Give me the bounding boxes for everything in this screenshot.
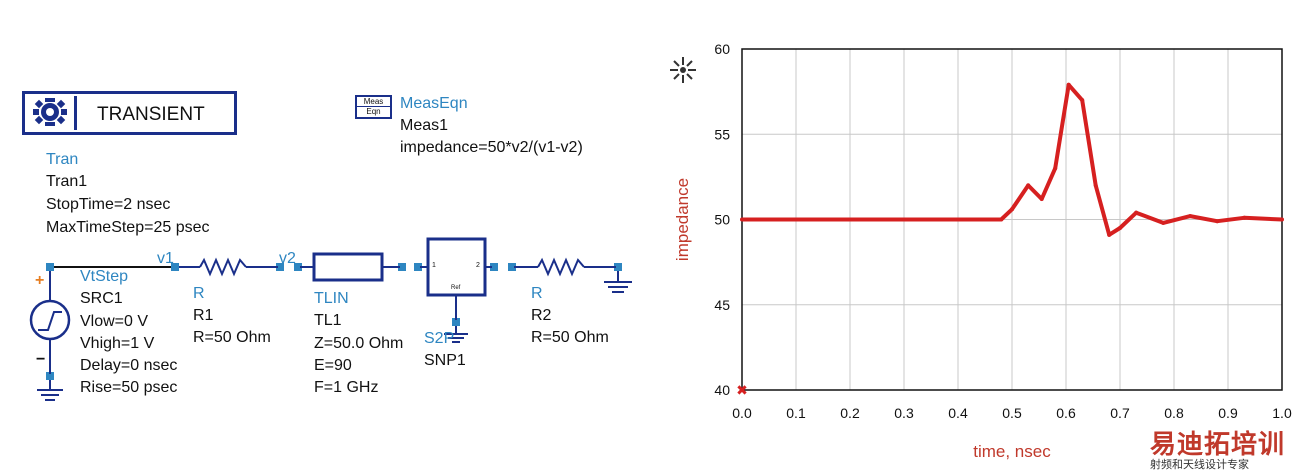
series-point bbox=[1093, 183, 1098, 188]
x-tick-labels: 0.0 0.1 0.2 0.3 0.4 0.5 0.6 0.7 0.8 0.9 1.0 bbox=[732, 405, 1292, 421]
y-tick-label: 55 bbox=[714, 126, 730, 142]
meas-eqn-icon[interactable]: Meas Eqn bbox=[355, 95, 392, 119]
source-vhigh-label: Vhigh=1 V bbox=[80, 335, 155, 352]
source-rise-label: Rise=50 psec bbox=[80, 379, 178, 396]
snp-port2-label: 2 bbox=[476, 262, 480, 269]
r1-value-label: R=50 Ohm bbox=[193, 329, 271, 346]
marker-star-icon[interactable] bbox=[668, 55, 698, 90]
series-point bbox=[1280, 217, 1284, 222]
circuit-wiring bbox=[29, 237, 632, 401]
source-vlow-label: Vlow=0 V bbox=[80, 313, 149, 330]
source-delay-label: Delay=0 nsec bbox=[80, 357, 178, 374]
series-point bbox=[1242, 215, 1247, 220]
snp-ref-label: Ref bbox=[451, 285, 461, 291]
meas-equation-label: impedance=50*v2/(v1-v2) bbox=[400, 139, 583, 156]
tlin-z-label: Z=50.0 Ohm bbox=[314, 335, 404, 352]
simulation-gear-icon bbox=[27, 96, 77, 130]
series-point bbox=[740, 217, 744, 222]
snp-port1-label: 1 bbox=[432, 262, 436, 269]
series-point bbox=[956, 217, 960, 222]
y-axis-label: impedance bbox=[673, 178, 692, 261]
source-name-label: SRC1 bbox=[80, 290, 123, 307]
transient-title: TRANSIENT bbox=[97, 104, 205, 125]
y-tick-label: 60 bbox=[714, 41, 730, 57]
x-tick-label: 1.0 bbox=[1272, 405, 1292, 421]
snp-type-label: S2P bbox=[424, 330, 455, 347]
series-points bbox=[740, 82, 1284, 237]
tlin-type-label: TLIN bbox=[314, 290, 349, 307]
series-point bbox=[1188, 214, 1193, 219]
snp-name-label: SNP1 bbox=[424, 352, 466, 369]
r2-name-label: R2 bbox=[531, 307, 552, 324]
tran-name-label: Tran1 bbox=[46, 173, 88, 190]
series-point bbox=[1010, 207, 1014, 212]
meas-icon-text-1: Meas bbox=[363, 97, 384, 106]
meas-name-label: Meas1 bbox=[400, 117, 449, 134]
x-tick-label: 0.4 bbox=[948, 405, 968, 421]
origin-marker-icon[interactable]: ✖ bbox=[736, 382, 748, 398]
r1-type-label: R bbox=[193, 285, 205, 302]
series-point bbox=[999, 217, 1004, 222]
node-v2-label: v2 bbox=[279, 250, 296, 267]
series-point bbox=[848, 217, 852, 222]
tran-stoptime-label: StopTime=2 nsec bbox=[46, 196, 171, 213]
r2-type-label: R bbox=[531, 285, 543, 302]
series-point bbox=[1026, 183, 1031, 188]
series-point bbox=[1066, 82, 1071, 87]
tlin-f-label: F=1 GHz bbox=[314, 379, 379, 396]
series-point bbox=[1118, 226, 1122, 231]
x-tick-label: 0.7 bbox=[1110, 405, 1130, 421]
series-point bbox=[1161, 220, 1166, 225]
series-point bbox=[1107, 232, 1112, 237]
series-point bbox=[1080, 98, 1085, 103]
x-tick-label: 0.5 bbox=[1002, 405, 1022, 421]
tlin-e-label: E=90 bbox=[314, 357, 352, 374]
watermark-logo-text: 易迪拓培训 bbox=[1150, 429, 1286, 459]
tran-type-label: Tran bbox=[46, 151, 79, 168]
y-tick-label: 50 bbox=[714, 212, 730, 228]
series-point bbox=[794, 217, 798, 222]
x-tick-label: 0.8 bbox=[1164, 405, 1184, 421]
watermark-subtitle: 射频和天线设计专家 bbox=[1150, 459, 1249, 471]
x-tick-label: 0.0 bbox=[732, 405, 752, 421]
transient-simulation-box[interactable]: TRANSIENT bbox=[22, 91, 237, 135]
tran-maxstep-label: MaxTimeStep=25 psec bbox=[46, 219, 210, 236]
series-point bbox=[902, 217, 906, 222]
meas-type-label: MeasEqn bbox=[400, 95, 468, 112]
x-tick-label: 0.2 bbox=[840, 405, 860, 421]
meas-icon-text-2: Eqn bbox=[357, 106, 390, 116]
y-tick-label: 40 bbox=[714, 382, 730, 398]
series-point bbox=[1053, 166, 1058, 171]
r2-value-label: R=50 Ohm bbox=[531, 329, 609, 346]
tlin-name-label: TL1 bbox=[314, 312, 342, 329]
x-axis-label: time, nsec bbox=[973, 442, 1051, 461]
node-v1-label: v1 bbox=[157, 250, 174, 267]
y-tick-label: 45 bbox=[714, 297, 730, 313]
source-plus-sign: + bbox=[35, 272, 45, 289]
source-minus-sign: − bbox=[36, 351, 46, 368]
watermark-logo: 易迪拓培训 bbox=[1150, 424, 1285, 461]
impedance-chart: 0.0 0.1 0.2 0.3 0.4 0.5 0.6 0.7 0.8 0.9 1.0 40 45 50… bbox=[673, 41, 1292, 461]
r1-name-label: R1 bbox=[193, 307, 214, 324]
series-point bbox=[1215, 219, 1220, 224]
series-point bbox=[1039, 197, 1044, 202]
x-tick-label: 0.9 bbox=[1218, 405, 1238, 421]
source-type-label: VtStep bbox=[80, 268, 129, 285]
y-tick-labels: 40 45 50 55 60 bbox=[714, 41, 730, 398]
series-point bbox=[1134, 210, 1139, 215]
x-tick-label: 0.6 bbox=[1056, 405, 1076, 421]
x-tick-label: 0.1 bbox=[786, 405, 806, 421]
x-tick-label: 0.3 bbox=[894, 405, 914, 421]
